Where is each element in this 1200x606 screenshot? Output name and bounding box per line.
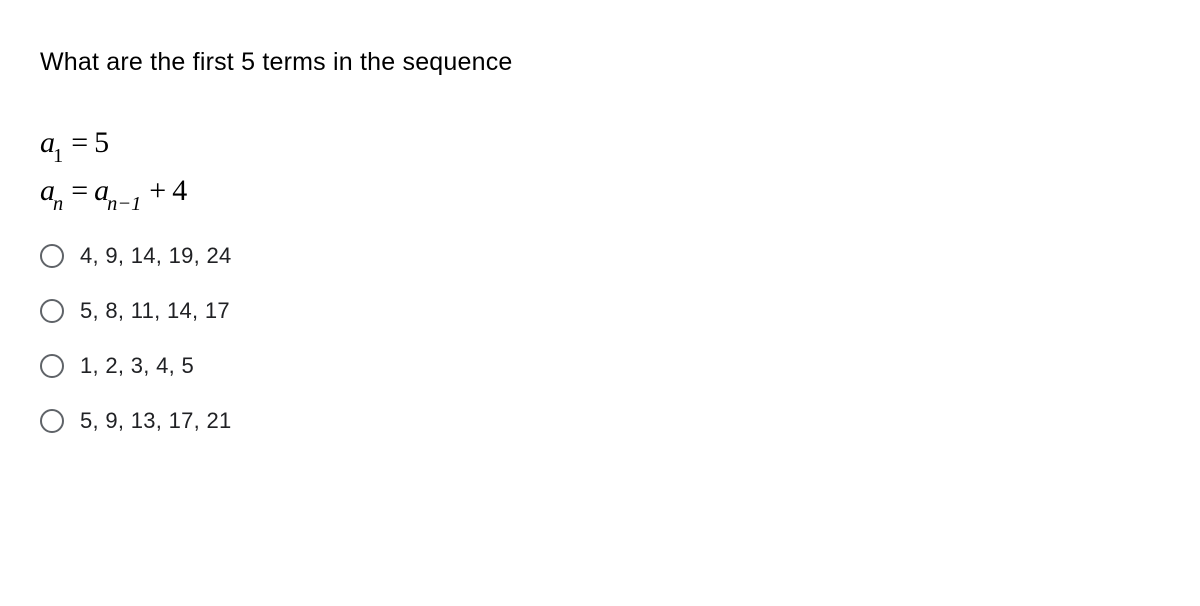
formula2-sub-r: n−1	[107, 188, 141, 221]
option-label: 1, 2, 3, 4, 5	[80, 353, 194, 379]
formula2-eq: =	[71, 167, 88, 215]
formula2-const: 4	[172, 167, 187, 215]
radio-icon[interactable]	[40, 299, 64, 323]
option-row[interactable]: 5, 8, 11, 14, 17	[40, 298, 1160, 324]
option-label: 5, 8, 11, 14, 17	[80, 298, 230, 324]
formula1-rhs: 5	[94, 119, 109, 167]
formula1-eq: =	[71, 119, 88, 167]
radio-icon[interactable]	[40, 244, 64, 268]
option-row[interactable]: 5, 9, 13, 17, 21	[40, 408, 1160, 434]
option-label: 5, 9, 13, 17, 21	[80, 408, 232, 434]
formula2-sub-l: n	[53, 188, 63, 221]
formula2-plus: +	[149, 167, 166, 215]
formula-block: a1 = 5 an = an−1 + 4	[40, 119, 1160, 215]
radio-icon[interactable]	[40, 354, 64, 378]
radio-icon[interactable]	[40, 409, 64, 433]
option-row[interactable]: 4, 9, 14, 19, 24	[40, 243, 1160, 269]
formula1-sub: 1	[53, 140, 63, 173]
question-prompt: What are the first 5 terms in the sequen…	[40, 48, 1160, 77]
formula-line-2: an = an−1 + 4	[40, 167, 1160, 215]
option-label: 4, 9, 14, 19, 24	[80, 243, 232, 269]
formula-line-1: a1 = 5	[40, 119, 1160, 167]
option-row[interactable]: 1, 2, 3, 4, 5	[40, 353, 1160, 379]
options-group: 4, 9, 14, 19, 24 5, 8, 11, 14, 17 1, 2, …	[40, 243, 1160, 434]
